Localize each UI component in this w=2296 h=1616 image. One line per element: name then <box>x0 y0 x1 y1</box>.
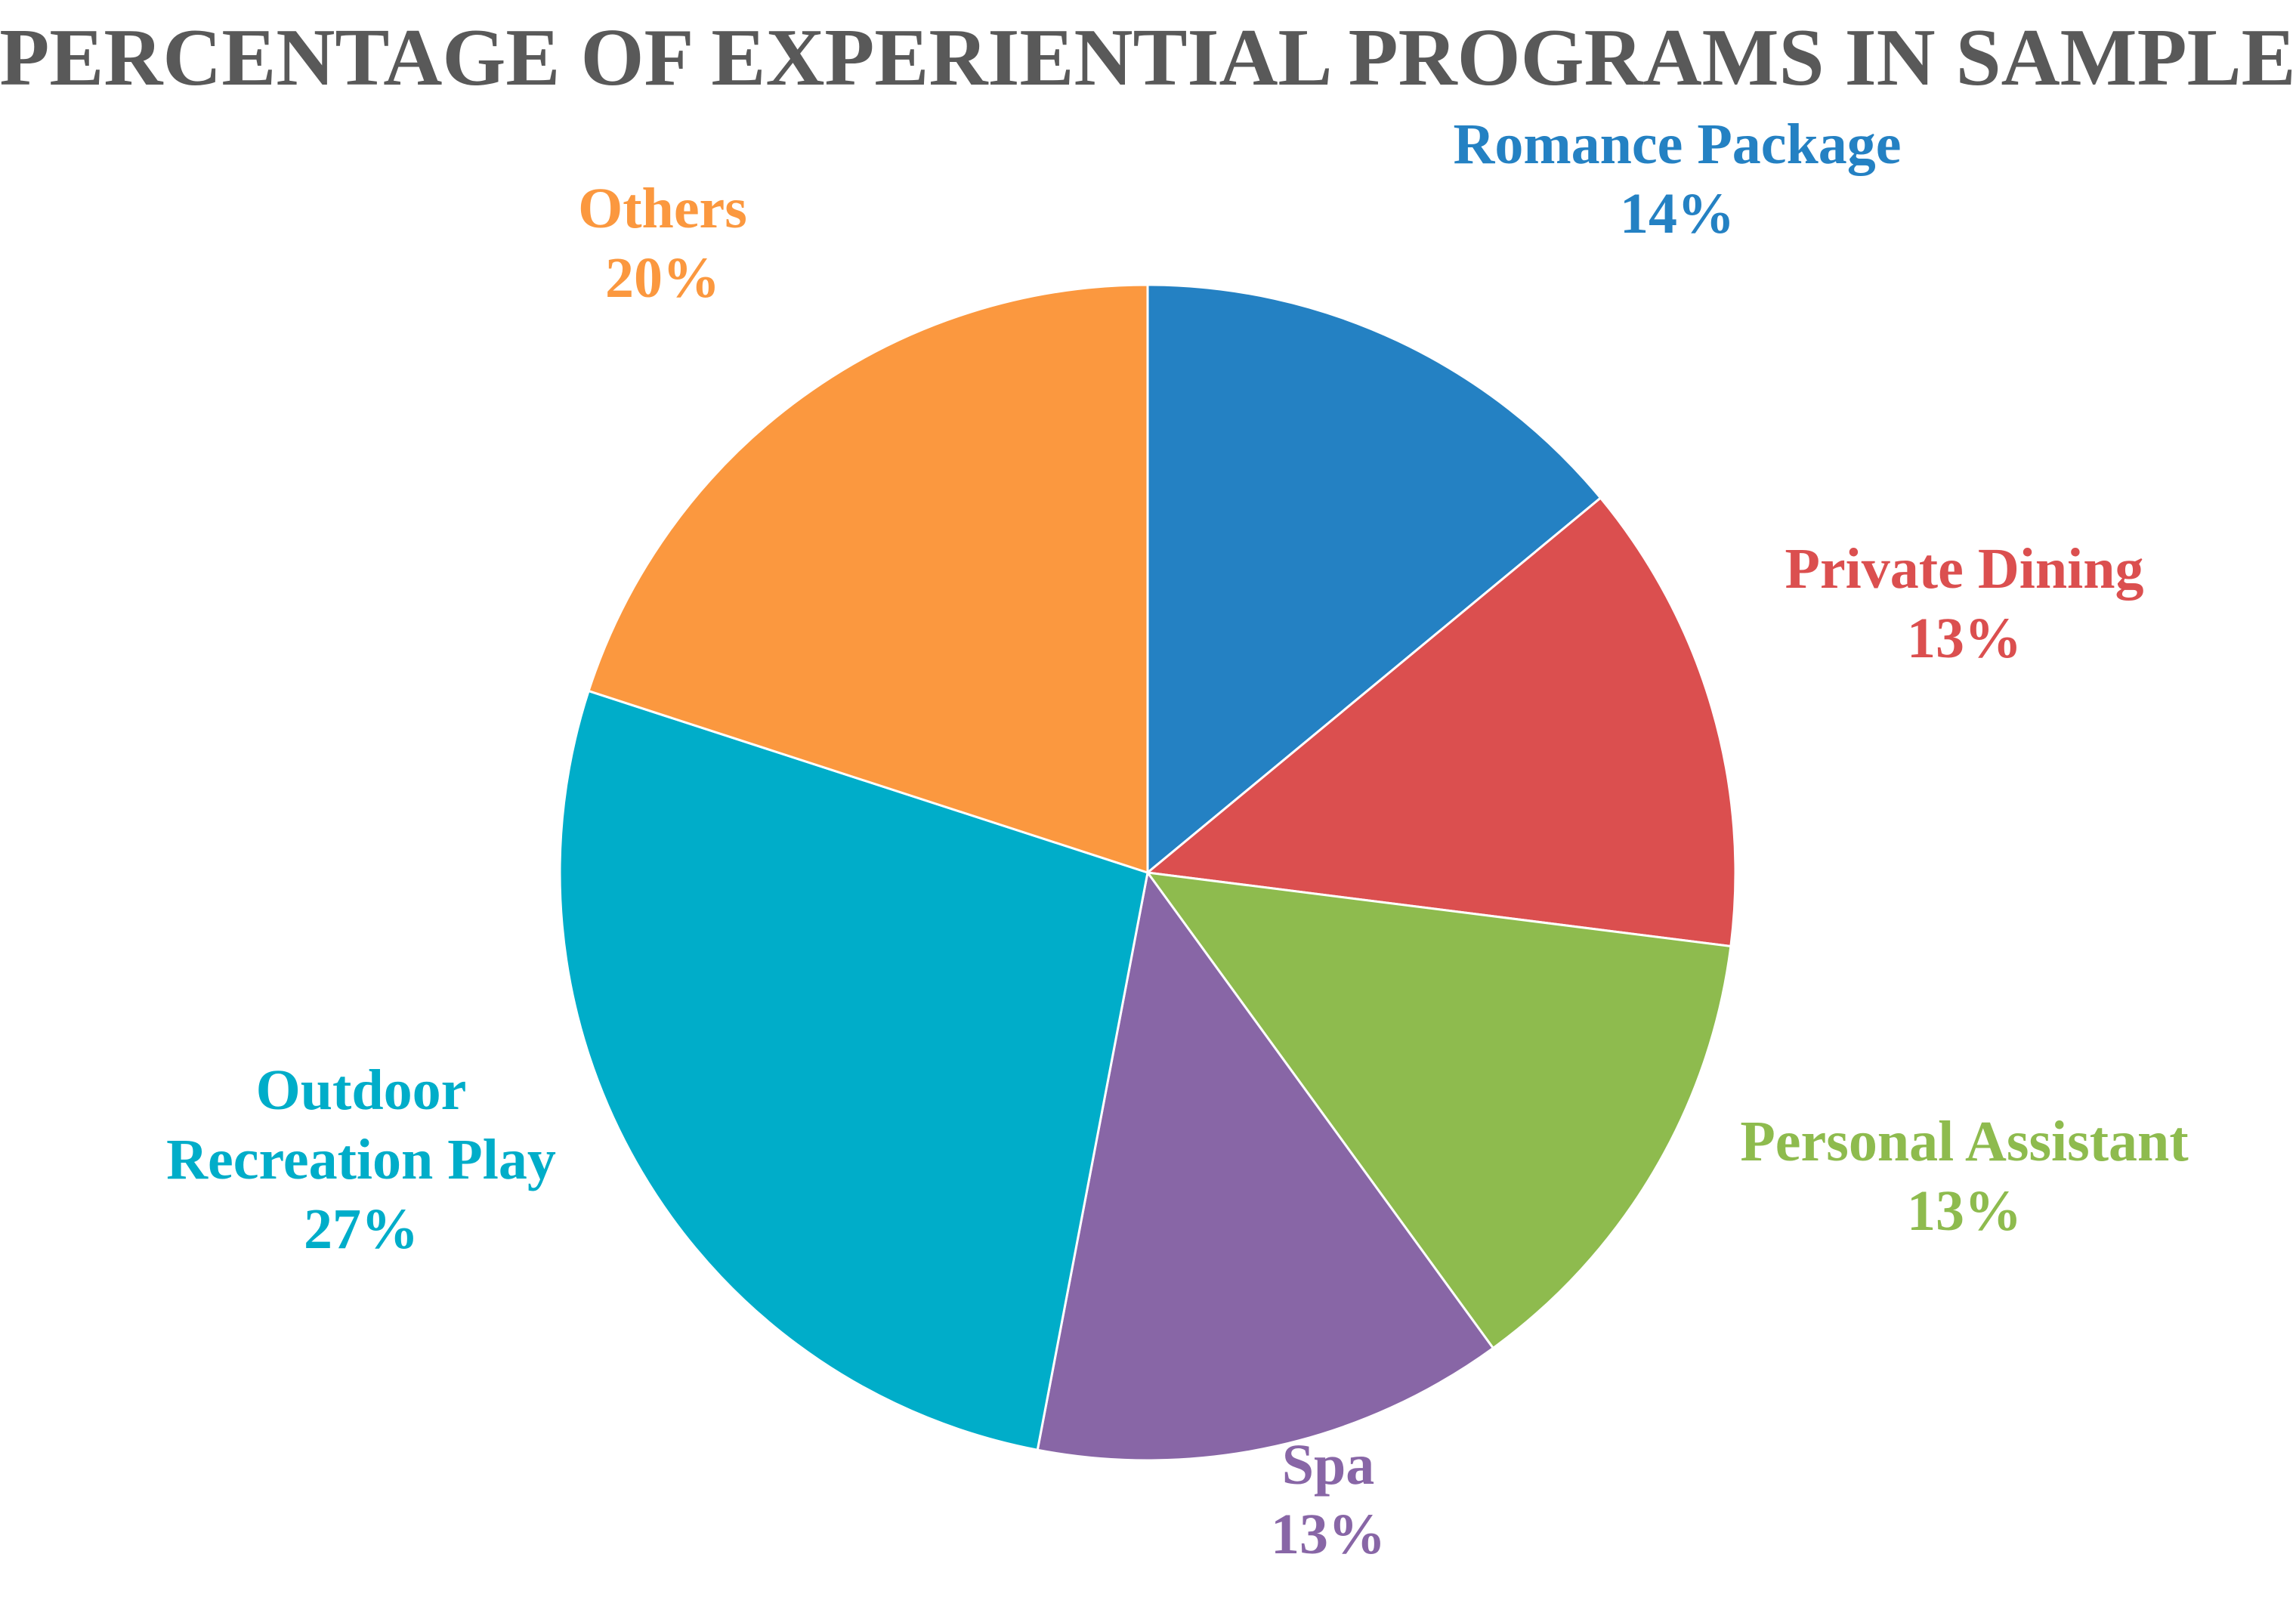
slice-percent-label: 14% <box>1620 182 1735 246</box>
pie-slice-others <box>587 283 1149 875</box>
slice-category-label: Recreation Play <box>166 1128 556 1191</box>
slice-percent-label: 13% <box>1907 1179 2022 1243</box>
slice-category-label: Romance Package <box>1453 113 1901 176</box>
slice-category-label: Outdoor <box>256 1058 467 1122</box>
pie-slice-personal-assistant <box>1145 871 1732 1350</box>
slice-category-label: Personal Assistant <box>1740 1110 2188 1173</box>
chart-title: PERCENTAGE OF EXPERIENTIAL PROGRAMS IN S… <box>0 13 2296 103</box>
slice-category-label: Private Dining <box>1785 537 2144 601</box>
slice-percent-label: 27% <box>304 1197 419 1261</box>
pie-slice-outdoor-recreation-play <box>558 689 1149 1451</box>
slice-category-label: Spa <box>1282 1433 1375 1497</box>
slice-percent-label: 13% <box>1907 607 2022 670</box>
slice-category-label: Others <box>578 177 747 240</box>
pie-slices <box>558 283 1737 1462</box>
pie-slice-spa <box>1036 870 1495 1462</box>
pie-slice-private-dining <box>1145 496 1737 948</box>
slice-percent-label: 13% <box>1271 1503 1386 1566</box>
pie-slice-romance-package <box>1146 283 1602 876</box>
slice-percent-label: 20% <box>605 246 720 310</box>
